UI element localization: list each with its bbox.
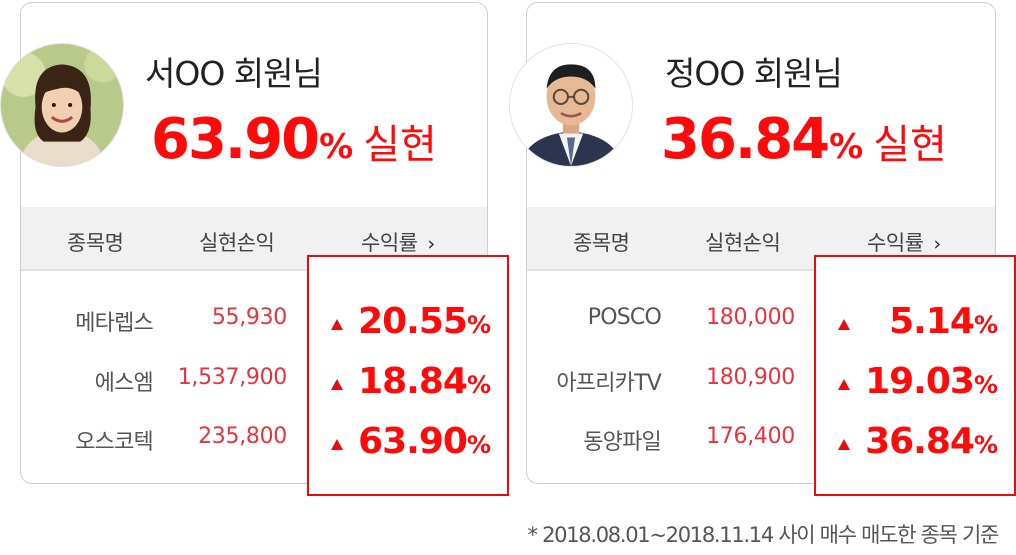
return-rate: 20.55% (358, 301, 491, 342)
return-rate-unit: % (466, 431, 491, 459)
table-row: 메타렙스 55,930 (21, 305, 487, 355)
triangle-up-icon (331, 319, 343, 330)
return-rate: 36.84% (865, 421, 998, 462)
return-rate-highlight-box: 20.55% 18.84% 63.90% (307, 255, 509, 496)
return-rate-row: 5.14% (816, 297, 1014, 347)
realized-pl: 180,900 (706, 365, 795, 390)
triangle-up-icon (331, 379, 343, 390)
table-row: 오스코텍 235,800 (21, 424, 487, 474)
triangle-up-icon (331, 439, 343, 450)
triangle-up-icon (838, 379, 850, 390)
return-rate-unit: % (466, 371, 491, 399)
table-row: 아프리카TV 180,900 (527, 365, 995, 415)
stock-name: POSCO (587, 305, 662, 330)
realized-pl: 1,537,900 (177, 365, 288, 390)
return-rate-value: 18.84 (358, 361, 468, 402)
chevron-right-icon: › (933, 233, 941, 255)
headline-return-value: 63.90 (151, 107, 320, 172)
return-rate: 63.90% (358, 421, 491, 462)
return-rate-unit: % (973, 371, 998, 399)
return-rate-value: 5.14 (889, 301, 975, 342)
footnote: * 2018.08.01~2018.11.14 사이 매수 매도한 종목 기준 (527, 523, 1000, 547)
headline-return: 36.84% 실현 (661, 107, 947, 172)
column-header-pl: 실현손익 (199, 231, 275, 255)
chevron-right-icon: › (427, 233, 435, 255)
realized-pl: 55,930 (211, 305, 287, 330)
table-row: 동양파일 176,400 (527, 424, 995, 474)
stock-name: 아프리카TV (556, 371, 661, 396)
member-card: 정OO 회원님 36.84% 실현 종목명 실현손익 수익률 › POSCO 180… (509, 2, 996, 484)
table-row: 에스엠 1,537,900 (21, 365, 487, 415)
headline-return: 63.90% 실현 (151, 107, 437, 172)
member-avatar (0, 43, 124, 167)
member-avatar (509, 43, 633, 167)
column-header-rate-label: 수익률 (361, 231, 418, 255)
member-name: 서OO 회원님 (145, 54, 323, 93)
return-rate-value: 36.84 (865, 421, 975, 462)
return-rate: 19.03% (865, 361, 998, 402)
headline-return-unit: % (829, 127, 864, 167)
return-rate-value: 63.90 (358, 421, 468, 462)
return-rate-row: 18.84% (309, 357, 507, 407)
return-rate-row: 63.90% (309, 417, 507, 467)
return-rate-value: 19.03 (865, 361, 975, 402)
return-rate-value: 20.55 (358, 301, 468, 342)
return-rate-row: 20.55% (309, 297, 507, 347)
return-rate-unit: % (973, 431, 998, 459)
member-name: 정OO 회원님 (665, 54, 843, 93)
return-rate-unit: % (973, 311, 998, 339)
column-header-rate[interactable]: 수익률 › (867, 227, 941, 257)
member-card: 서OO 회원님 63.90% 실현 종목명 실현손익 수익률 › 메타렙스 55,9… (0, 2, 488, 484)
return-rate-highlight-box: 5.14% 19.03% 36.84% (814, 255, 1016, 496)
return-rate-unit: % (466, 311, 491, 339)
realized-pl: 180,000 (706, 305, 795, 330)
headline-return-suffix: 실현 (363, 122, 437, 168)
stock-name: 동양파일 (583, 430, 662, 455)
column-header-rate-label: 수익률 (867, 231, 924, 255)
realized-pl: 176,400 (706, 424, 795, 449)
column-header-rate[interactable]: 수익률 › (361, 227, 435, 257)
realized-pl: 235,800 (198, 424, 287, 449)
headline-return-value: 36.84 (661, 107, 830, 172)
return-rate: 18.84% (358, 361, 491, 402)
return-rate: 5.14% (889, 301, 998, 342)
stock-name: 메타렙스 (75, 311, 154, 336)
triangle-up-icon (838, 439, 850, 450)
column-header-name: 종목명 (573, 231, 630, 255)
headline-return-unit: % (319, 127, 354, 167)
stock-name: 오스코텍 (75, 430, 154, 455)
table-row: POSCO 180,000 (527, 305, 995, 355)
man-portrait-icon (510, 44, 632, 166)
headline-return-suffix: 실현 (873, 122, 947, 168)
triangle-up-icon (838, 319, 850, 330)
woman-portrait-icon (1, 44, 123, 166)
stock-name: 에스엠 (94, 371, 154, 396)
return-rate-row: 19.03% (816, 357, 1014, 407)
column-header-pl: 실현손익 (705, 231, 781, 255)
return-rate-row: 36.84% (816, 417, 1014, 467)
column-header-name: 종목명 (67, 231, 124, 255)
